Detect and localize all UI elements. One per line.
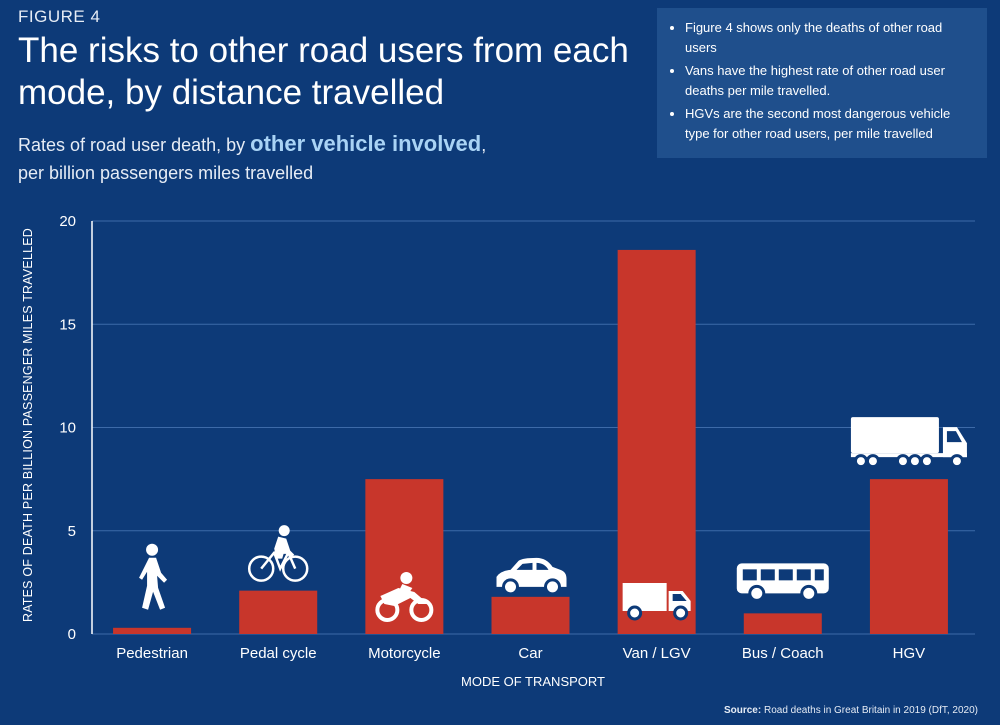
subtitle-prefix: Rates of road user death, by: [18, 135, 251, 155]
subtitle-highlight: other vehicle involved: [250, 131, 482, 156]
subtitle-line2: per billion passengers miles travelled: [18, 163, 314, 183]
bus-icon: [736, 563, 829, 602]
y-tick-label: 20: [59, 213, 76, 230]
pedestrian-icon: [139, 543, 168, 610]
note-item: HGVs are the second most dangerous vehic…: [685, 104, 975, 144]
car-icon: [496, 557, 567, 596]
x-tick-label: Car: [518, 645, 542, 662]
y-tick-label: 10: [59, 420, 76, 437]
notes-box: Figure 4 shows only the deaths of other …: [657, 8, 987, 158]
chart-subtitle: Rates of road user death, by other vehic…: [18, 130, 638, 187]
bar: [869, 479, 948, 634]
bar: [743, 613, 822, 634]
bar: [113, 627, 192, 634]
source-note: Source: Road deaths in Great Britain in …: [724, 705, 978, 716]
x-tick-label: Van / LGV: [623, 645, 691, 662]
bar: [617, 249, 696, 634]
figure-label: FIGURE 4: [18, 7, 101, 26]
motorcycle-icon: [375, 572, 434, 622]
note-item: Figure 4 shows only the deaths of other …: [685, 18, 975, 58]
x-tick-label: Bus / Coach: [742, 645, 824, 662]
x-tick-label: Pedestrian: [116, 645, 188, 662]
subtitle-suffix: ,: [481, 135, 487, 155]
source-text: Road deaths in Great Britain in 2019 (Df…: [763, 705, 978, 716]
bar: [239, 590, 318, 634]
truck-icon: [850, 417, 967, 469]
van-icon: [622, 583, 691, 621]
y-tick-label: 0: [68, 626, 76, 643]
x-tick-label: Motorcycle: [368, 645, 441, 662]
source-label: Source:: [723, 705, 762, 716]
chart-title: The risks to other road users from each …: [18, 31, 629, 112]
bar: [491, 596, 570, 634]
note-item: Vans have the highest rate of other road…: [685, 61, 975, 101]
y-axis-label: RATES OF DEATH PER BILLION PASSENGER MIL…: [21, 227, 35, 623]
x-tick-label: Pedal cycle: [240, 645, 317, 662]
x-axis-label: MODE OF TRANSPORT: [461, 674, 605, 689]
x-tick-label: HGV: [893, 645, 926, 662]
y-tick-label: 15: [59, 316, 76, 333]
y-tick-label: 5: [68, 523, 76, 540]
cyclist-icon: [247, 525, 309, 582]
